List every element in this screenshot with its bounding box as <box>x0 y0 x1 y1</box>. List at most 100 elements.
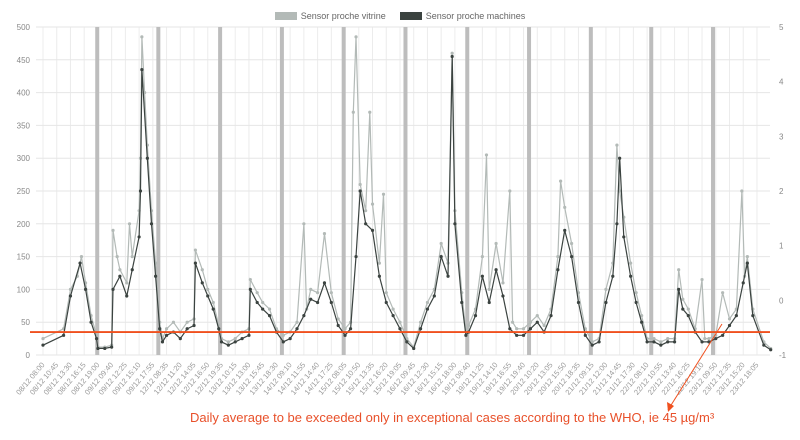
data-point-machines <box>615 222 619 226</box>
data-point-machines <box>659 343 663 347</box>
y-left-tick-label: 500 <box>17 23 31 32</box>
legend-label-machines: Sensor proche machines <box>425 11 526 21</box>
data-point-machines <box>247 333 251 337</box>
data-point-machines <box>453 222 457 226</box>
data-point-machines <box>149 222 154 226</box>
legend-item-vitrine[interactable]: Sensor proche vitrine <box>274 11 386 21</box>
data-point-machines <box>322 281 327 285</box>
data-point-machines <box>714 337 718 341</box>
data-point-vitrine <box>542 323 546 328</box>
data-point-machines <box>508 327 512 331</box>
data-point-vitrine <box>226 340 230 344</box>
series-line-machines <box>42 56 772 351</box>
data-point-machines <box>140 68 144 72</box>
data-point-machines <box>666 340 670 344</box>
data-point-machines <box>219 340 224 344</box>
data-point-machines <box>111 287 115 291</box>
data-point-machines <box>78 261 82 265</box>
data-point-vitrine <box>721 291 725 295</box>
data-point-machines <box>137 235 141 239</box>
day-break-band <box>218 27 223 355</box>
y-left-tick-label: 300 <box>17 154 31 163</box>
data-point-machines <box>248 287 252 291</box>
data-point-machines <box>316 300 320 305</box>
data-point-machines <box>604 300 608 305</box>
data-point-machines <box>751 314 755 318</box>
data-point-vitrine <box>343 327 347 331</box>
data-point-vitrine <box>267 307 272 311</box>
data-point-machines <box>103 346 107 351</box>
data-point-vitrine <box>358 182 362 187</box>
data-point-machines <box>158 327 162 331</box>
legend-item-machines[interactable]: Sensor proche machines <box>399 11 526 21</box>
data-point-machines <box>193 261 198 265</box>
data-point-machines <box>343 333 347 337</box>
data-point-machines <box>611 274 615 278</box>
data-point-machines <box>480 274 484 278</box>
data-point-machines <box>418 327 423 331</box>
data-point-vitrine <box>336 317 340 321</box>
data-point-machines <box>528 327 533 331</box>
data-point-vitrine <box>302 222 306 226</box>
data-point-machines <box>192 323 196 328</box>
data-point-machines <box>329 300 333 305</box>
data-point-machines <box>629 274 633 278</box>
data-point-vitrine <box>425 300 430 305</box>
data-point-machines <box>384 300 388 305</box>
data-point-machines <box>576 300 581 305</box>
data-point-machines <box>745 261 749 265</box>
data-point-machines <box>110 345 114 349</box>
data-point-vitrine <box>41 337 45 341</box>
data-point-machines <box>473 314 478 318</box>
data-point-machines <box>164 333 169 337</box>
data-point-vitrine <box>125 281 129 285</box>
data-point-vitrine <box>686 307 690 311</box>
data-point-vitrine <box>501 281 505 285</box>
data-point-vitrine <box>118 268 122 272</box>
data-point-machines <box>721 333 725 337</box>
data-point-vitrine <box>640 314 644 318</box>
data-point-machines <box>681 307 685 311</box>
data-point-machines <box>89 320 93 324</box>
data-point-machines <box>281 340 285 344</box>
data-point-machines <box>358 189 362 193</box>
data-point-machines <box>94 337 99 341</box>
day-break-band <box>279 27 284 355</box>
data-point-machines <box>145 156 149 160</box>
data-point-machines <box>677 287 681 291</box>
data-point-vitrine <box>467 323 471 328</box>
data-point-vitrine <box>707 337 711 341</box>
data-point-machines <box>549 314 553 318</box>
data-point-machines <box>618 156 622 160</box>
day-break-band <box>341 27 346 355</box>
data-point-machines <box>597 340 601 344</box>
data-point-vitrine <box>439 241 443 246</box>
data-point-vitrine <box>171 320 176 324</box>
data-point-vitrine <box>185 320 189 324</box>
day-break-band <box>156 27 161 355</box>
data-point-vitrine <box>634 291 638 295</box>
data-point-vitrine <box>563 205 567 209</box>
data-point-machines <box>153 274 158 278</box>
data-point-machines <box>391 314 395 318</box>
data-point-vitrine <box>528 320 533 324</box>
data-point-machines <box>226 343 230 347</box>
data-point-vitrine <box>391 307 395 311</box>
data-point-vitrine <box>211 300 215 305</box>
data-point-vitrine <box>206 287 210 291</box>
data-point-vitrine <box>354 35 358 39</box>
data-point-machines <box>535 320 539 324</box>
day-break-band <box>649 27 654 355</box>
data-point-vitrine <box>703 337 707 341</box>
data-point-machines <box>446 274 450 278</box>
data-point-vitrine <box>484 153 489 157</box>
data-point-vitrine <box>398 320 402 324</box>
data-point-vitrine <box>248 277 252 282</box>
day-break-band <box>527 27 532 355</box>
data-point-vitrine <box>370 202 375 206</box>
data-point-machines <box>464 333 468 337</box>
data-point-vitrine <box>480 255 484 259</box>
data-point-machines <box>762 343 766 347</box>
data-point-vitrine <box>487 287 491 291</box>
day-break-band <box>403 27 408 355</box>
